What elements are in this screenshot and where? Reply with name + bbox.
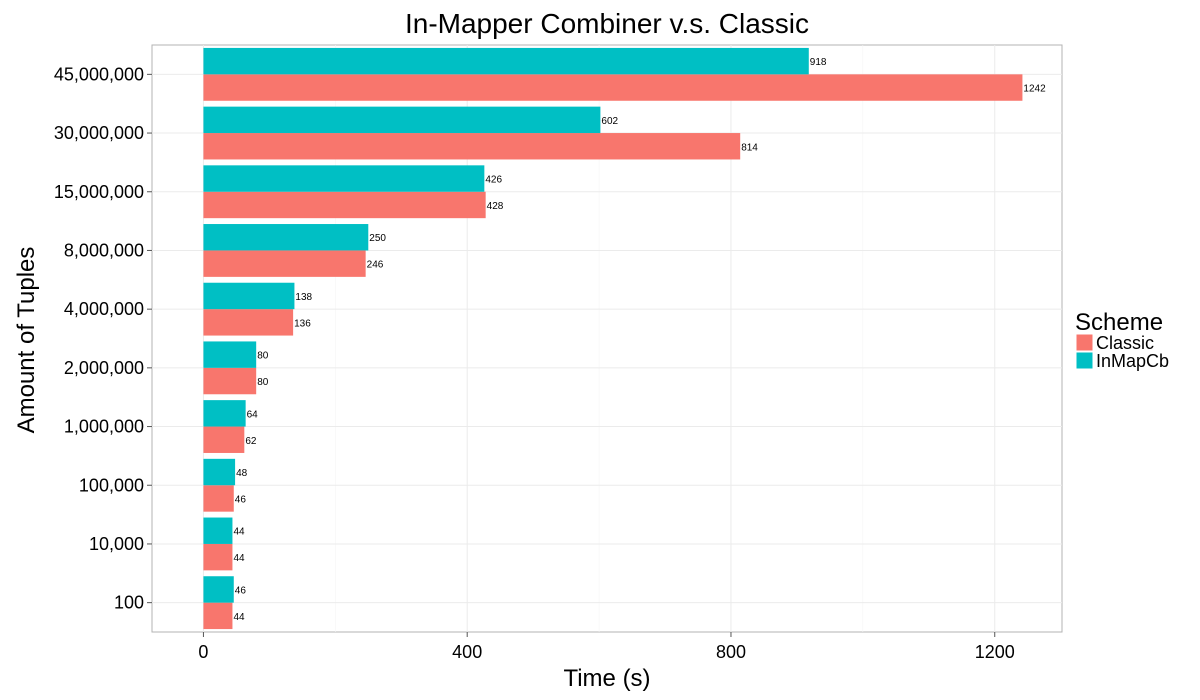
legend-label-inmapcb: InMapCb [1096, 351, 1169, 371]
legend-key-inmapcb [1075, 351, 1094, 370]
data-label-inmapcb-7: 426 [485, 175, 502, 186]
data-label-inmapcb-4: 80 [257, 351, 269, 362]
bar-classic-2 [203, 485, 234, 512]
y-tick-label: 30,000,000 [54, 123, 144, 143]
x-tick-label: 400 [452, 642, 482, 662]
legend-title: Scheme [1075, 309, 1163, 336]
bar-classic-7 [203, 191, 486, 219]
bar-classic-6 [203, 250, 366, 277]
y-tick-label: 1,000,000 [64, 417, 144, 437]
chart-title: In-Mapper Combiner v.s. Classic [405, 8, 809, 39]
data-label-classic-6: 246 [367, 260, 384, 271]
data-label-inmapcb-6: 250 [369, 233, 386, 244]
bar-classic-4 [203, 367, 257, 395]
data-label-classic-8: 814 [741, 142, 758, 153]
data-label-inmapcb-8: 602 [601, 116, 618, 127]
data-label-classic-0: 44 [233, 612, 245, 623]
bar-inmapcb-1 [203, 517, 233, 544]
y-tick-label: 100,000 [79, 475, 144, 495]
bar-inmapcb-8 [203, 106, 601, 134]
legend-label-classic: Classic [1096, 333, 1154, 353]
y-tick-label: 4,000,000 [64, 299, 144, 319]
bar-inmapcb-6 [203, 224, 369, 251]
bar-classic-1 [203, 543, 233, 571]
data-label-inmapcb-9: 918 [810, 57, 827, 68]
data-label-inmapcb-0: 46 [235, 585, 247, 596]
bar-inmapcb-4 [203, 341, 257, 368]
bar-classic-9 [203, 74, 1023, 101]
y-tick-label: 45,000,000 [54, 64, 144, 84]
data-labels: 44 44 46 62 80 136 246 428 814 1242 46 44 48 64 80 138 2… [233, 57, 1046, 623]
data-label-inmapcb-5: 138 [295, 292, 312, 303]
data-label-classic-4: 80 [257, 377, 269, 388]
bar-classic-0 [203, 602, 233, 630]
y-tick-label: 10,000 [89, 534, 144, 554]
bar-classic-3 [203, 426, 245, 453]
data-label-classic-3: 62 [245, 436, 257, 447]
bar-classic-5 [203, 309, 294, 336]
bars [203, 47, 1023, 630]
bar-inmapcb-9 [203, 47, 809, 75]
data-label-inmapcb-1: 44 [233, 527, 245, 538]
data-label-classic-9: 1242 [1023, 84, 1046, 95]
y-tick-label: 15,000,000 [54, 182, 144, 202]
data-label-classic-1: 44 [233, 553, 245, 564]
x-tick-label: 0 [198, 642, 208, 662]
y-axis-title: Amount of Tuples [13, 247, 40, 434]
bar-inmapcb-0 [203, 576, 234, 603]
y-tick-label: 100 [114, 593, 144, 613]
data-label-classic-7: 428 [487, 201, 504, 212]
bar-inmapcb-5 [203, 282, 295, 310]
x-axis-ticks: 0 400 800 1200 [198, 632, 1015, 662]
x-tick-label: 1200 [975, 642, 1015, 662]
bar-inmapcb-7 [203, 165, 485, 192]
data-label-inmapcb-3: 64 [247, 409, 259, 420]
bar-inmapcb-2 [203, 458, 236, 486]
data-label-classic-2: 46 [235, 494, 247, 505]
bar-inmapcb-3 [203, 400, 246, 427]
data-label-classic-5: 136 [294, 318, 311, 329]
x-tick-label: 800 [716, 642, 746, 662]
y-tick-label: 8,000,000 [64, 240, 144, 260]
legend-key-classic [1075, 333, 1094, 352]
bar-classic-8 [203, 133, 741, 160]
x-axis-title: Time (s) [563, 665, 650, 692]
y-axis-ticks: 100 10,000 100,000 1,000,000 2,000,000 4,000,… [54, 64, 152, 613]
y-tick-label: 2,000,000 [64, 358, 144, 378]
data-label-inmapcb-2: 48 [236, 468, 248, 479]
